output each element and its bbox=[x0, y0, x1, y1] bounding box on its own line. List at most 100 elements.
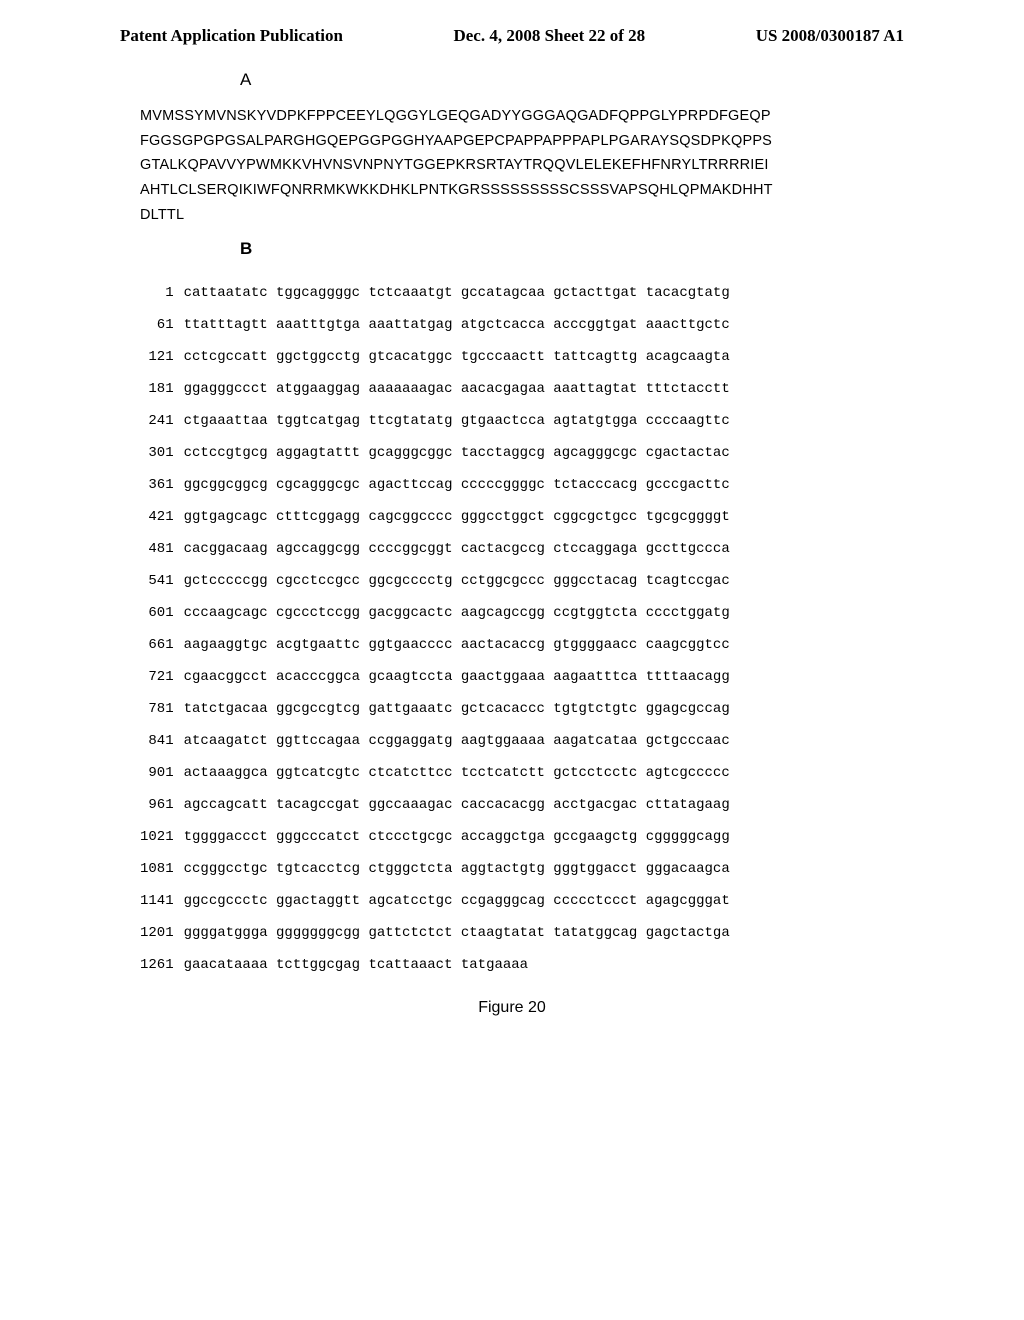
sequence-block: ctgaaattaa bbox=[184, 405, 276, 437]
sequence-block: agacttccag bbox=[368, 469, 460, 501]
sequence-block: ttatttagtt bbox=[184, 309, 276, 341]
sequence-block: aagcagccgg bbox=[461, 597, 553, 629]
sequence-block: ccccctccct bbox=[553, 885, 645, 917]
sequence-block: cctccgtgcg bbox=[184, 437, 276, 469]
sequence-block: aaaaaaagac bbox=[368, 373, 460, 405]
sequence-row: 361ggcggcggcg cgcagggcgc agacttccag cccc… bbox=[140, 469, 738, 501]
sequence-block: ggcgcccctg bbox=[368, 565, 460, 597]
sequence-block: acacccggca bbox=[276, 661, 368, 693]
sequence-position: 61 bbox=[140, 309, 184, 341]
sequence-block: gcccgacttc bbox=[646, 469, 738, 501]
sequence-row: 1081ccgggcctgc tgtcacctcg ctgggctcta agg… bbox=[140, 853, 738, 885]
sequence-block: cgccctccgg bbox=[276, 597, 368, 629]
header-center: Dec. 4, 2008 Sheet 22 of 28 bbox=[453, 26, 645, 46]
page-header: Patent Application Publication Dec. 4, 2… bbox=[0, 0, 1024, 46]
sequence-row: 61ttatttagtt aaatttgtga aaattatgag atgct… bbox=[140, 309, 738, 341]
sequence-block: ggctggcctg bbox=[276, 341, 368, 373]
sequence-block: tttctacctt bbox=[646, 373, 738, 405]
sequence-block: gccatagcaa bbox=[461, 277, 553, 309]
sequence-block: ctgggctcta bbox=[368, 853, 460, 885]
sequence-position: 1081 bbox=[140, 853, 184, 885]
sequence-row: 781tatctgacaa ggcgccgtcg gattgaaatc gctc… bbox=[140, 693, 738, 725]
sequence-block: tgtgtctgtc bbox=[553, 693, 645, 725]
sequence-block: tggggaccct bbox=[184, 821, 276, 853]
sequence-block: aggagtattt bbox=[276, 437, 368, 469]
sequence-block: ctcatcttcc bbox=[368, 757, 460, 789]
sequence-block: acgtgaattc bbox=[276, 629, 368, 661]
sequence-row: 661aagaaggtgc acgtgaattc ggtgaacccc aact… bbox=[140, 629, 738, 661]
sequence-block: agtatgtgga bbox=[553, 405, 645, 437]
sequence-block: tctcaaatgt bbox=[368, 277, 460, 309]
sequence-block: tacctaggcg bbox=[461, 437, 553, 469]
sequence-row: 241ctgaaattaa tggtcatgag ttcgtatatg gtga… bbox=[140, 405, 738, 437]
sequence-position: 541 bbox=[140, 565, 184, 597]
sequence-block: agcatcctgc bbox=[368, 885, 460, 917]
protein-line: DLTTL bbox=[140, 203, 884, 228]
sequence-row: 1cattaatatc tggcaggggc tctcaaatgt gccata… bbox=[140, 277, 738, 309]
sequence-block: cccaagcagc bbox=[184, 597, 276, 629]
protein-line: FGGSGPGPGSALPARGHGQEPGGPGGHYAAPGEPCPAPPA… bbox=[140, 129, 884, 154]
sequence-row: 421ggtgagcagc ctttcggagg cagcggcccc gggc… bbox=[140, 501, 738, 533]
sequence-block: aagatcataa bbox=[553, 725, 645, 757]
sequence-block: aagaatttca bbox=[553, 661, 645, 693]
sequence-row: 1261gaacataaaa tcttggcgag tcattaaact tat… bbox=[140, 949, 738, 981]
sequence-block: atggaaggag bbox=[276, 373, 368, 405]
sequence-block: cgcctccgcc bbox=[276, 565, 368, 597]
sequence-block: gggggggcgg bbox=[276, 917, 368, 949]
sequence-block: ccccaagttc bbox=[646, 405, 738, 437]
sequence-block: gcaagtccta bbox=[368, 661, 460, 693]
sequence-block: gattgaaatc bbox=[368, 693, 460, 725]
sequence-block: cccccggggc bbox=[461, 469, 553, 501]
sequence-row: 1201ggggatggga gggggggcgg gattctctct cta… bbox=[140, 917, 738, 949]
sequence-row: 301cctccgtgcg aggagtattt gcagggcggc tacc… bbox=[140, 437, 738, 469]
sequence-block: ggccgccctc bbox=[184, 885, 276, 917]
sequence-block: acagcaagta bbox=[646, 341, 738, 373]
sequence-block: aagaaggtgc bbox=[184, 629, 276, 661]
sequence-block: gctcctcctc bbox=[553, 757, 645, 789]
sequence-block: aaacttgctc bbox=[646, 309, 738, 341]
sequence-block: ggtgagcagc bbox=[184, 501, 276, 533]
sequence-block: cgcagggcgc bbox=[276, 469, 368, 501]
sequence-block: cgactactac bbox=[646, 437, 738, 469]
sequence-block: tcctcatctt bbox=[461, 757, 553, 789]
sequence-position: 781 bbox=[140, 693, 184, 725]
sequence-block: gggcctggct bbox=[461, 501, 553, 533]
sequence-position: 121 bbox=[140, 341, 184, 373]
sequence-block: gggcctacag bbox=[553, 565, 645, 597]
sequence-block: tggtcatgag bbox=[276, 405, 368, 437]
sequence-block: aaattagtat bbox=[553, 373, 645, 405]
sequence-block: cccctggatg bbox=[646, 597, 738, 629]
sequence-row: 481cacggacaag agccaggcgg ccccggcggt cact… bbox=[140, 533, 738, 565]
header-right: US 2008/0300187 A1 bbox=[756, 26, 904, 46]
sequence-block: ctttcggagg bbox=[276, 501, 368, 533]
sequence-block: gaacataaaa bbox=[184, 949, 276, 981]
sequence-row: 541gctcccccgg cgcctccgcc ggcgcccctg cctg… bbox=[140, 565, 738, 597]
sequence-block: ggcgccgtcg bbox=[276, 693, 368, 725]
section-b-label: B bbox=[240, 239, 884, 259]
sequence-position: 961 bbox=[140, 789, 184, 821]
sequence-block: tcagtccgac bbox=[646, 565, 738, 597]
sequence-block: gccgaagctg bbox=[553, 821, 645, 853]
sequence-position: 661 bbox=[140, 629, 184, 661]
sequence-block: agcagggcgc bbox=[553, 437, 645, 469]
protein-line: MVMSSYMVNSKYVDPKFPPCEEYLQGGYLGEQGADYYGGG… bbox=[140, 104, 884, 129]
sequence-block: tctacccacg bbox=[553, 469, 645, 501]
sequence-block bbox=[646, 949, 738, 981]
sequence-block: aacacgagaa bbox=[461, 373, 553, 405]
sequence-block: tattcagttg bbox=[553, 341, 645, 373]
sequence-block: ggactaggtt bbox=[276, 885, 368, 917]
sequence-block: tacacgtatg bbox=[646, 277, 738, 309]
sequence-block: ccgagggcag bbox=[461, 885, 553, 917]
sequence-block: tgcccaactt bbox=[461, 341, 553, 373]
sequence-row: 901actaaaggca ggtcatcgtc ctcatcttcc tcct… bbox=[140, 757, 738, 789]
sequence-block: accaggctga bbox=[461, 821, 553, 853]
sequence-block: aggtactgtg bbox=[461, 853, 553, 885]
sequence-block: ccggaggatg bbox=[368, 725, 460, 757]
sequence-row: 1141ggccgccctc ggactaggtt agcatcctgc ccg… bbox=[140, 885, 738, 917]
sequence-block: ggcggcggcg bbox=[184, 469, 276, 501]
sequence-row: 181ggagggccct atggaaggag aaaaaaagac aaca… bbox=[140, 373, 738, 405]
sequence-block: agccagcatt bbox=[184, 789, 276, 821]
sequence-block: acctgacgac bbox=[553, 789, 645, 821]
sequence-block: agagcgggat bbox=[646, 885, 738, 917]
sequence-block: cttatagaag bbox=[646, 789, 738, 821]
